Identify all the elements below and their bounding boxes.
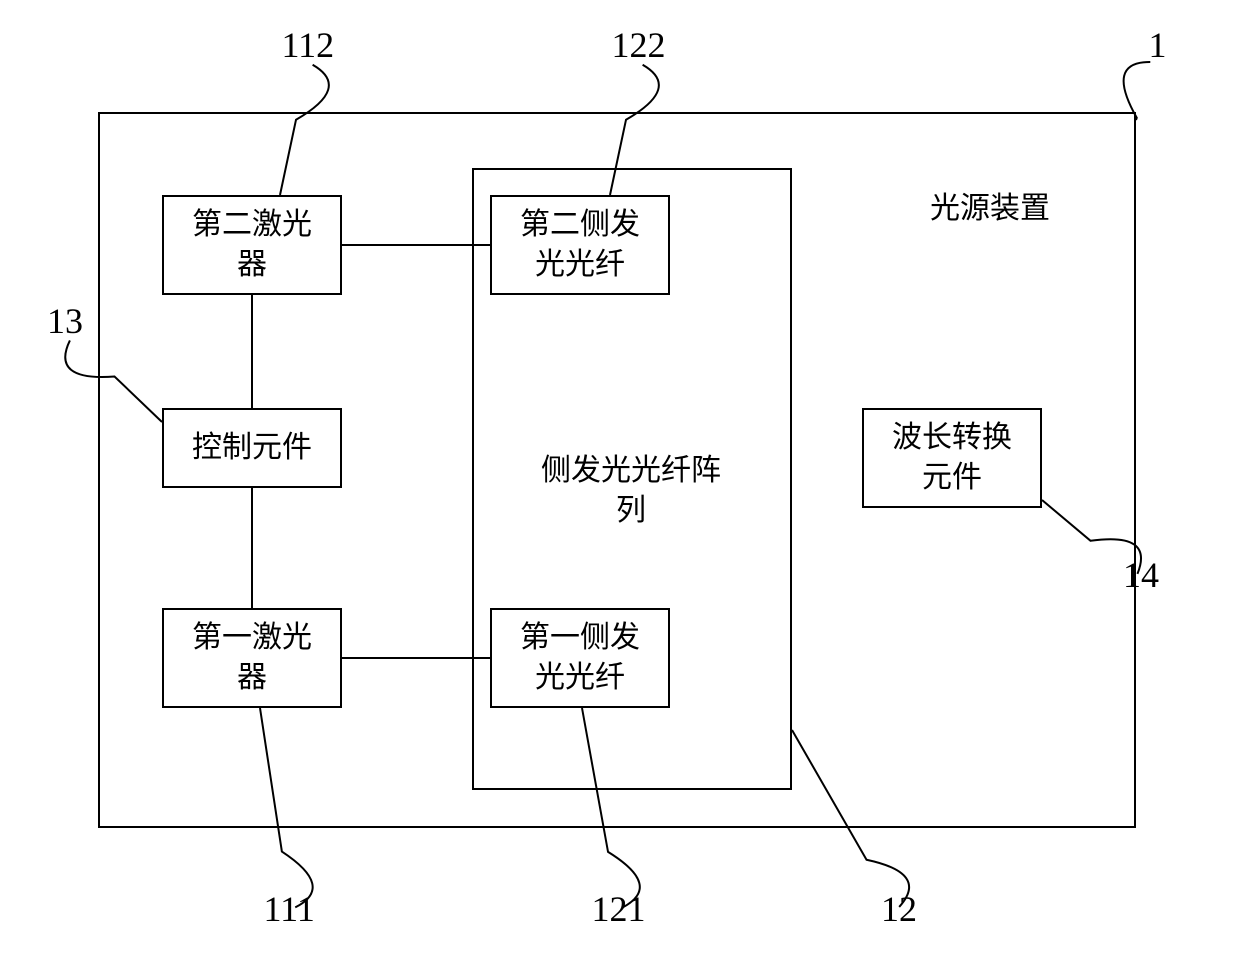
callout-num-121: 121 [592,888,646,930]
fiber-array-label: 侧发光光纤阵 列 [526,410,736,532]
callout-num-1: 1 [1149,24,1167,66]
callout-num-13: 13 [47,300,83,342]
callout-num-111: 111 [264,888,315,930]
control-element-label: 控制元件 [192,428,312,469]
second-side-fiber-box: 第二侧发 光光纤 [490,195,670,295]
first-laser-box: 第一激光 器 [162,608,342,708]
first-laser-label: 第一激光 器 [192,618,312,699]
diagram-title: 光源装置 [930,148,1050,229]
second-laser-label: 第二激光 器 [192,205,312,286]
diagram-title-text: 光源装置 [930,192,1050,225]
control-element-box: 控制元件 [162,408,342,488]
callout-num-12: 12 [881,888,917,930]
wavelength-converter-box: 波长转换 元件 [862,408,1042,508]
second-laser-box: 第二激光 器 [162,195,342,295]
second-side-fiber-label: 第二侧发 光光纤 [520,205,640,286]
callout-num-14: 14 [1123,554,1159,596]
first-side-fiber-box: 第一侧发 光光纤 [490,608,670,708]
callout-num-122: 122 [612,24,666,66]
fiber-array-label-text: 侧发光光纤阵 列 [541,454,721,528]
first-side-fiber-label: 第一侧发 光光纤 [520,618,640,699]
callout-num-112: 112 [282,24,335,66]
wavelength-converter-label: 波长转换 元件 [892,418,1012,499]
